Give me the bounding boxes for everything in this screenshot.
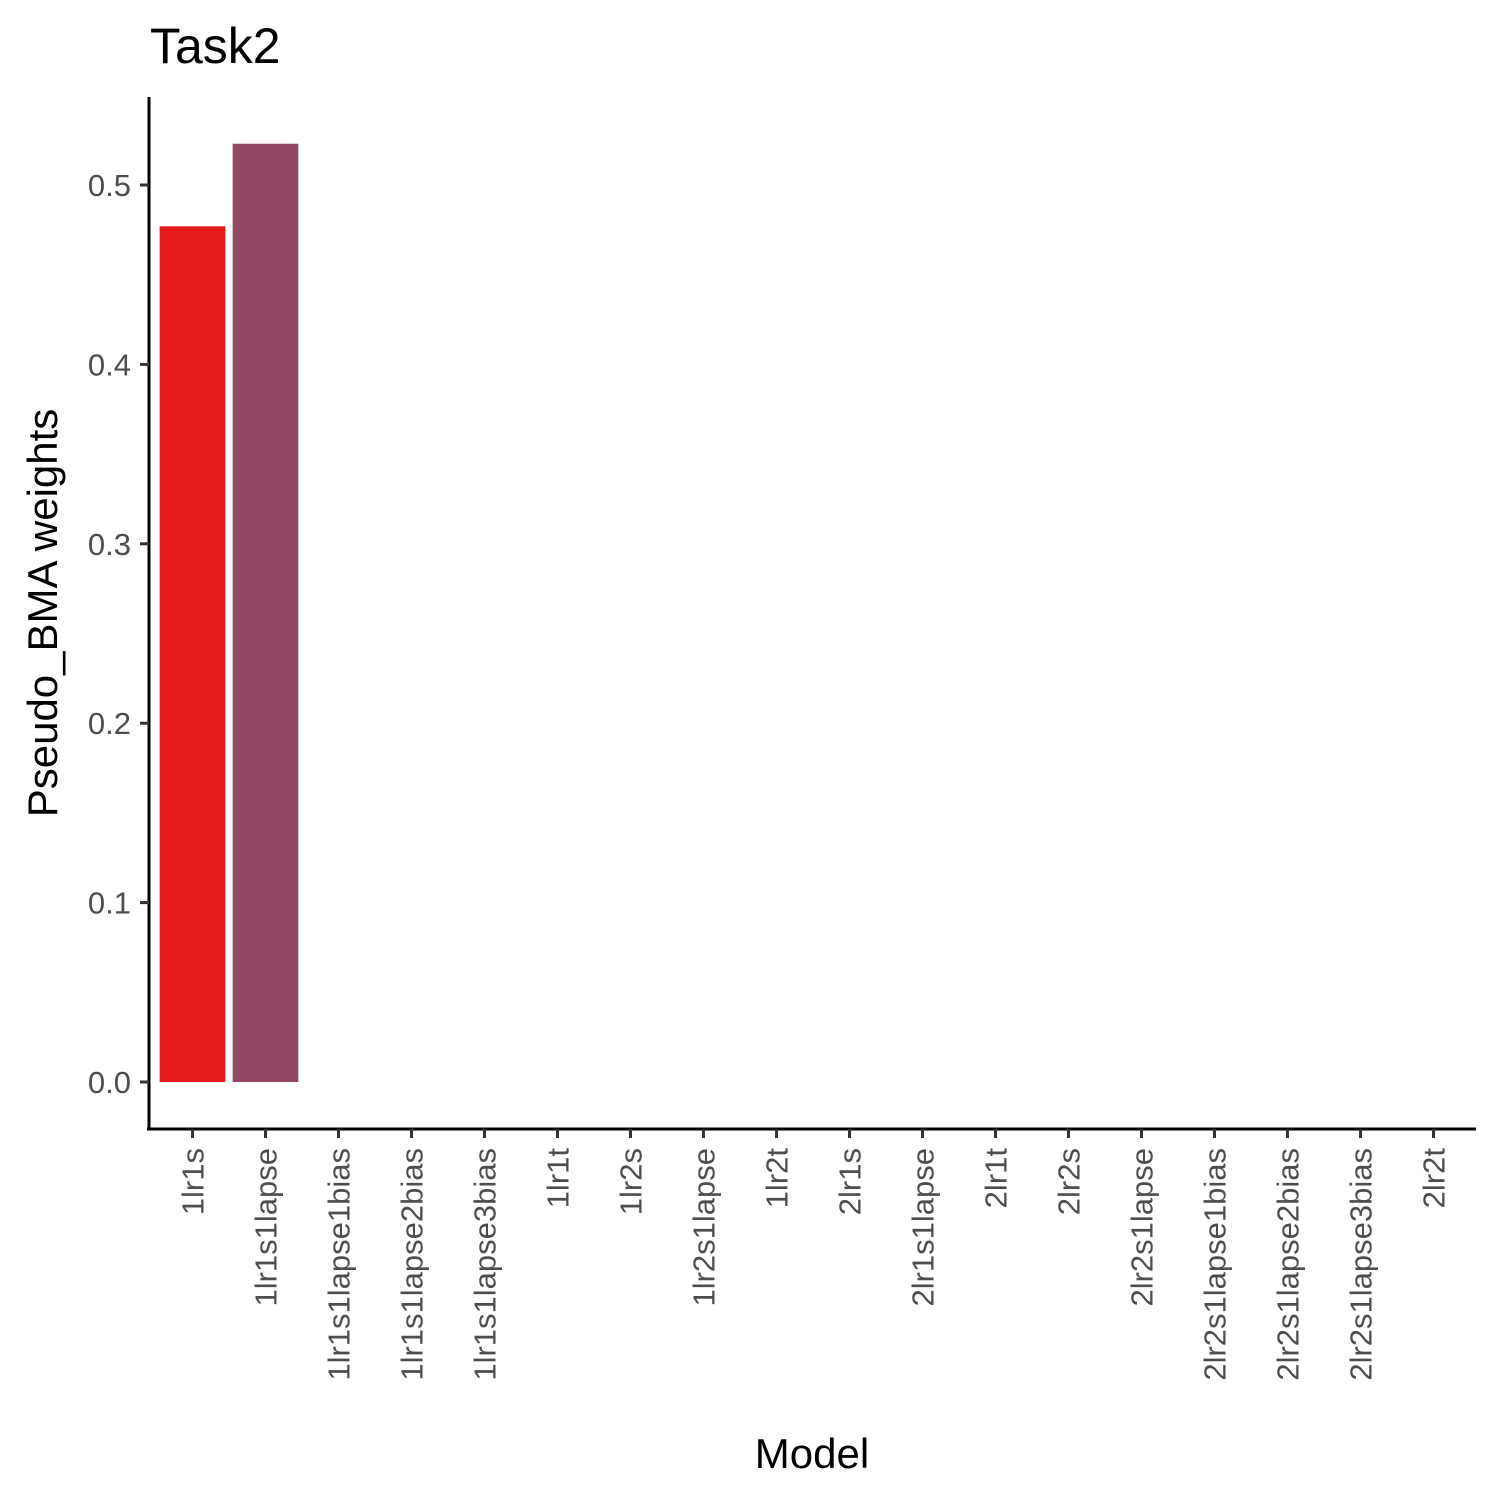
y-tick-label: 0.4 <box>88 347 131 382</box>
x-tick-label: 2lr2s1lapse1bias <box>1198 1148 1233 1381</box>
x-tick-label: 1lr2s1lapse <box>687 1148 722 1307</box>
x-tick-label: 1lr1s1lapse <box>249 1148 284 1307</box>
x-tick-label: 1lr1s1lapse2bias <box>395 1148 430 1381</box>
bar-1lr1s <box>159 226 226 1083</box>
y-tick-label: 0.0 <box>88 1065 131 1100</box>
y-tick-label: 0.5 <box>88 168 131 203</box>
x-tick-label: 2lr2s1lapse <box>1125 1148 1160 1307</box>
y-axis-title: Pseudo_BMA weights <box>19 409 66 818</box>
x-tick-label: 1lr1s1lapse1bias <box>322 1148 357 1381</box>
x-tick-label: 2lr1t <box>979 1148 1014 1209</box>
x-axis: 1lr1s 1lr1s1lapse 1lr1s1lapse1bias 1lr1s1la… <box>147 1127 1476 1381</box>
x-tick-label: 2lr2s1lapse3bias <box>1344 1148 1379 1381</box>
x-tick-label: 1lr1t <box>541 1148 576 1209</box>
x-axis-title: Model <box>755 1430 869 1477</box>
bar-1lr1s1lapse <box>232 143 299 1082</box>
y-tick-label: 0.1 <box>88 886 131 921</box>
x-tick-label: 2lr1s1lapse <box>906 1148 941 1307</box>
chart-title: Task2 <box>150 18 281 74</box>
y-tick-label: 0.3 <box>88 527 131 562</box>
x-tick-label: 2lr2t <box>1417 1148 1452 1209</box>
y-axis: 0.0 0.1 0.2 0.3 0.4 0.5 <box>88 97 151 1130</box>
y-tick-label: 0.2 <box>88 706 131 741</box>
x-tick-label: 2lr2s1lapse2bias <box>1271 1148 1306 1381</box>
x-tick-label: 1lr1s1lapse3bias <box>468 1148 503 1381</box>
x-tick-label: 2lr1s <box>833 1148 868 1215</box>
x-tick-label: 2lr2s <box>1052 1148 1087 1215</box>
x-tick-label: 1lr2s <box>614 1148 649 1215</box>
x-tick-label: 1lr2t <box>760 1148 795 1209</box>
bars-group <box>159 143 299 1083</box>
x-tick-label: 1lr1s <box>176 1148 211 1215</box>
